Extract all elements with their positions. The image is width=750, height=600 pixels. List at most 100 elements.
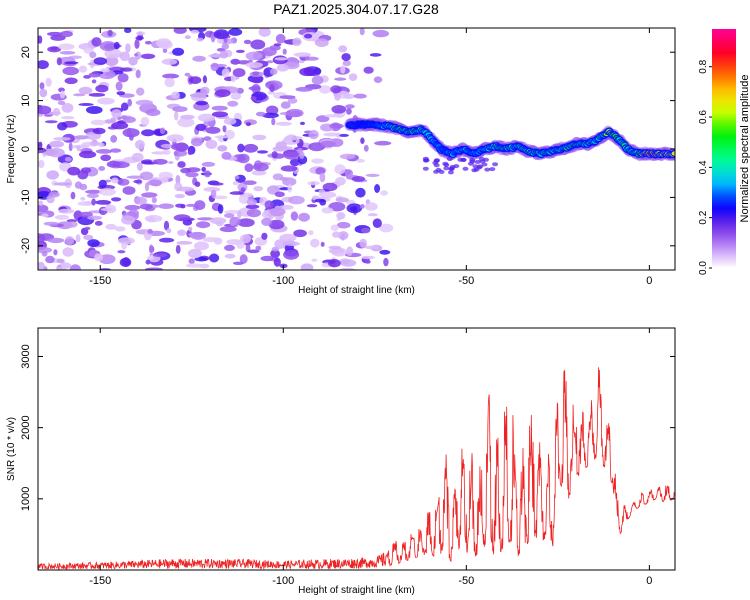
heatmap-cell xyxy=(92,127,106,135)
heatmap-cell xyxy=(78,211,93,218)
heatmap-cell xyxy=(243,143,259,153)
heatmap-cell xyxy=(161,58,178,65)
heatmap-cell xyxy=(122,186,136,195)
heatmap-cell xyxy=(196,37,204,42)
heatmap-cell xyxy=(134,139,145,150)
heatmap-cell xyxy=(135,31,146,36)
heatmap-cell xyxy=(164,77,175,88)
heatmap-cell xyxy=(221,151,232,160)
spectrogram-ytick-label: -20 xyxy=(20,238,32,254)
heatmap-cell xyxy=(289,158,301,167)
heatmap-cell xyxy=(288,195,305,205)
heatmap-cell xyxy=(232,181,239,186)
heatmap-cell xyxy=(265,60,274,64)
heatmap-cell xyxy=(78,86,93,95)
heatmap-cell xyxy=(70,191,76,200)
heatmap-cell xyxy=(276,64,289,72)
heatmap-cell xyxy=(472,164,479,169)
heatmap-cell xyxy=(64,156,72,162)
heatmap-cell xyxy=(320,241,325,247)
colorbar-gradient xyxy=(712,29,736,268)
heatmap-cell xyxy=(271,246,280,252)
spectrogram-ytick-label: -10 xyxy=(20,189,32,205)
heatmap-cell xyxy=(300,121,305,125)
heatmap-cell xyxy=(258,28,271,37)
heatmap-cell xyxy=(201,166,206,172)
heatmap-cell xyxy=(433,169,440,174)
heatmap-cell xyxy=(373,76,383,83)
heatmap-cell xyxy=(232,261,244,265)
heatmap-cell xyxy=(335,197,349,203)
heatmap-cell xyxy=(348,73,358,81)
snr-xtick-label: 0 xyxy=(646,575,652,587)
heatmap-cell xyxy=(54,182,72,186)
heatmap-cell xyxy=(246,198,258,206)
heatmap-cell xyxy=(221,68,230,78)
heatmap-cell xyxy=(88,72,101,78)
heatmap-cell xyxy=(135,36,144,41)
heatmap-cell xyxy=(105,223,117,230)
heatmap-cell xyxy=(43,221,59,226)
heatmap-cell xyxy=(279,177,289,181)
heatmap-cell xyxy=(337,231,349,240)
heatmap-cell xyxy=(286,108,304,118)
heatmap-cell xyxy=(255,111,266,117)
heatmap-cell xyxy=(251,170,267,176)
heatmap-cell xyxy=(177,161,186,168)
heatmap-cell xyxy=(106,160,121,168)
heatmap-cell xyxy=(134,39,140,49)
heatmap-cell xyxy=(222,125,227,133)
heatmap-cell xyxy=(256,150,269,154)
heatmap-cell xyxy=(479,159,486,164)
heatmap-cell xyxy=(141,159,154,165)
heatmap-cell xyxy=(41,213,49,218)
heatmap-cell xyxy=(278,146,293,150)
heatmap-cell xyxy=(237,210,242,220)
heatmap-cell xyxy=(152,158,168,165)
heatmap-cell xyxy=(68,142,73,152)
heatmap-cell xyxy=(115,81,123,91)
heatmap-cell xyxy=(195,100,208,106)
heatmap-cell xyxy=(186,263,204,268)
heatmap-cell xyxy=(467,161,474,166)
heatmap-cell xyxy=(224,244,235,251)
heatmap-cell xyxy=(107,29,113,37)
heatmap-cell xyxy=(69,264,81,270)
heatmap-cell xyxy=(295,86,313,92)
colorbar-label: Normalized spectral amplitude xyxy=(739,75,750,223)
heatmap-cell xyxy=(120,102,129,111)
heatmap-cell xyxy=(200,89,208,94)
heatmap-cell xyxy=(83,234,94,241)
heatmap-cell xyxy=(86,106,103,114)
heatmap-cell xyxy=(422,156,429,161)
heatmap-cell xyxy=(328,247,344,254)
heatmap-cell xyxy=(364,260,371,264)
heatmap-cell xyxy=(271,221,280,227)
heatmap-cell xyxy=(359,238,368,248)
heatmap-cell xyxy=(148,244,154,254)
heatmap-cell xyxy=(45,255,55,264)
heatmap-cell xyxy=(304,56,319,61)
heatmap-cell xyxy=(53,137,71,141)
heatmap-cell xyxy=(202,237,220,243)
heatmap-cell xyxy=(481,162,488,167)
heatmap-cell xyxy=(185,172,199,178)
heatmap-cell xyxy=(58,43,75,50)
heatmap-cell xyxy=(243,180,257,185)
heatmap-cell xyxy=(308,230,314,236)
heatmap-cell xyxy=(250,39,266,50)
heatmap-cell xyxy=(131,152,144,162)
heatmap-cell xyxy=(188,226,193,232)
heatmap-cell xyxy=(447,170,454,175)
heatmap-cell xyxy=(374,140,392,146)
heatmap-cell xyxy=(311,75,324,85)
heatmap-cell xyxy=(119,67,133,72)
heatmap-cell xyxy=(274,191,285,198)
heatmap-cell xyxy=(262,112,279,119)
snr-ytick-label: 1000 xyxy=(20,487,32,511)
heatmap-cell xyxy=(177,186,194,192)
heatmap-cell xyxy=(79,150,97,159)
heatmap-cell xyxy=(212,195,228,200)
heatmap-cell xyxy=(71,144,90,149)
heatmap-cell xyxy=(38,105,52,115)
